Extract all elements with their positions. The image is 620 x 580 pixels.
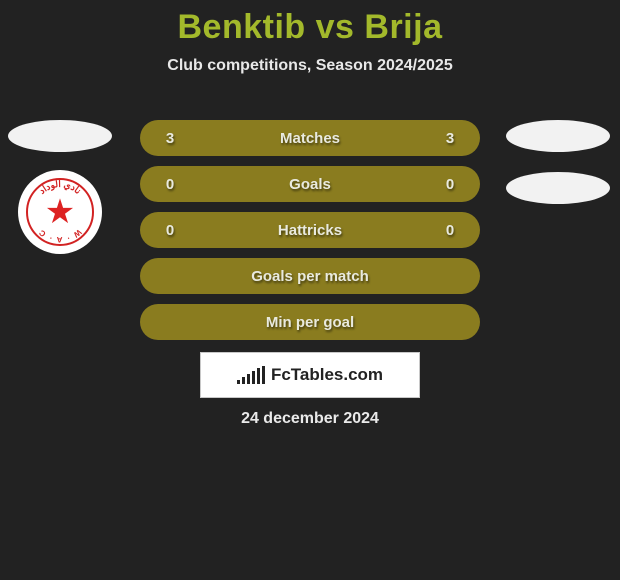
- stat-row-goals: 0 Goals 0: [140, 166, 480, 202]
- logo-bars-icon: [237, 366, 265, 384]
- player-badge-right-1: [506, 120, 610, 152]
- stat-right-value: 3: [438, 130, 462, 147]
- stat-left-value: 0: [158, 176, 182, 193]
- page-title: Benktib vs Brija: [0, 0, 620, 47]
- stat-left-value: 3: [158, 130, 182, 147]
- fctables-logo: FcTables.com: [200, 352, 420, 398]
- logo-text: FcTables.com: [271, 365, 383, 385]
- stat-right-value: 0: [438, 222, 462, 239]
- stat-left-value: 0: [158, 222, 182, 239]
- club-badge-ring: نادي الوداد W · A · C: [25, 177, 95, 247]
- stat-label: Matches: [182, 130, 438, 147]
- stat-label: Goals per match: [158, 268, 462, 285]
- club-badge-left: نادي الوداد W · A · C ★: [18, 170, 102, 254]
- stat-row-matches: 3 Matches 3: [140, 120, 480, 156]
- svg-text:نادي الوداد: نادي الوداد: [37, 179, 83, 196]
- stat-label: Hattricks: [182, 222, 438, 239]
- date-text: 24 december 2024: [0, 410, 620, 428]
- stat-row-goals-per-match: Goals per match: [140, 258, 480, 294]
- left-badge-column: نادي الوداد W · A · C ★: [8, 120, 112, 254]
- stat-row-hattricks: 0 Hattricks 0: [140, 212, 480, 248]
- stat-right-value: 0: [438, 176, 462, 193]
- stat-label: Goals: [182, 176, 438, 193]
- player-badge-right-2: [506, 172, 610, 204]
- player-badge-left: [8, 120, 112, 152]
- stat-row-min-per-goal: Min per goal: [140, 304, 480, 340]
- stat-label: Min per goal: [158, 314, 462, 331]
- right-badge-column: [506, 120, 610, 204]
- subtitle: Club competitions, Season 2024/2025: [0, 57, 620, 75]
- stats-rows: 3 Matches 3 0 Goals 0 0 Hattricks 0 Goal…: [140, 120, 480, 340]
